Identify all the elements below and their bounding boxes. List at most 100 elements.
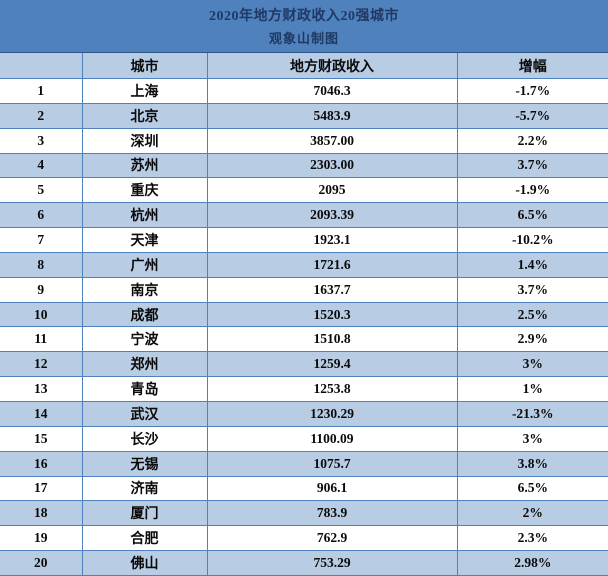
growth-cell: -1.7% <box>456 78 608 104</box>
table-row: 2 北京 5483.9 -5.7% <box>0 103 608 129</box>
table-row: 9 南京 1637.7 3.7% <box>0 277 608 303</box>
growth-cell: 2.5% <box>456 302 608 328</box>
table-row: 12 郑州 1259.4 3% <box>0 351 608 378</box>
growth-cell: 2.9% <box>456 326 608 353</box>
growth-cell: -1.9% <box>456 177 608 204</box>
rank-cell: 8 <box>0 252 82 278</box>
revenue-cell: 1075.7 <box>206 451 457 477</box>
revenue-cell: 2093.39 <box>206 202 457 229</box>
table-body: 1 上海 7046.3 -1.7% 2 北京 5483.9 -5.7% 3 深圳 3857.00 2.… <box>0 78 608 576</box>
revenue-cell: 1510.8 <box>206 326 457 353</box>
growth-cell: 2% <box>456 500 608 527</box>
city-cell: 苏州 <box>81 153 207 179</box>
growth-cell: 2.98% <box>456 550 608 576</box>
table-row: 7 天津 1923.1 -10.2% <box>0 227 608 253</box>
rank-cell: 7 <box>0 227 82 253</box>
growth-cell: 2.2% <box>456 128 608 154</box>
revenue-cell: 906.1 <box>206 476 457 502</box>
city-cell: 佛山 <box>81 550 207 576</box>
revenue-cell: 3857.00 <box>206 128 457 154</box>
city-cell: 无锡 <box>81 451 207 477</box>
rank-cell: 18 <box>0 500 82 527</box>
revenue-cell: 7046.3 <box>206 78 457 104</box>
revenue-cell: 5483.9 <box>206 103 457 129</box>
table-row: 10 成都 1520.3 2.5% <box>0 302 608 328</box>
revenue-cell: 2095 <box>206 177 457 204</box>
revenue-cell: 1637.7 <box>206 277 457 303</box>
revenue-cell: 1721.6 <box>206 252 457 278</box>
city-cell: 天津 <box>81 227 207 253</box>
city-cell: 深圳 <box>81 128 207 154</box>
table-row: 19 合肥 762.9 2.3% <box>0 525 608 552</box>
city-cell: 武汉 <box>81 401 207 427</box>
table-row: 1 上海 7046.3 -1.7% <box>0 78 608 104</box>
growth-cell: -10.2% <box>456 227 608 253</box>
city-cell: 济南 <box>81 476 207 502</box>
table-row: 15 长沙 1100.09 3% <box>0 426 608 452</box>
rank-cell: 13 <box>0 376 82 402</box>
growth-cell: -21.3% <box>456 401 608 427</box>
revenue-cell: 783.9 <box>206 500 457 527</box>
revenue-cell: 753.29 <box>206 550 457 576</box>
revenue-cell: 1520.3 <box>206 302 457 328</box>
rank-cell: 1 <box>0 78 82 104</box>
table-title: 2020年地方财政收入20强城市 <box>209 9 399 24</box>
growth-cell: -5.7% <box>456 103 608 129</box>
table-row: 8 广州 1721.6 1.4% <box>0 252 608 278</box>
growth-cell: 3% <box>456 426 608 452</box>
table-row: 6 杭州 2093.39 6.5% <box>0 202 608 229</box>
rank-cell: 14 <box>0 401 82 427</box>
city-cell: 成都 <box>81 302 207 328</box>
header-rank <box>0 53 82 79</box>
growth-cell: 3.7% <box>456 153 608 179</box>
table-row: 4 苏州 2303.00 3.7% <box>0 153 608 179</box>
revenue-cell: 1100.09 <box>206 426 457 452</box>
header-row: 城市 地方财政收入 增幅 <box>0 53 608 79</box>
header-revenue: 地方财政收入 <box>206 53 457 79</box>
rank-cell: 6 <box>0 202 82 229</box>
revenue-cell: 1259.4 <box>206 351 457 378</box>
revenue-cell: 2303.00 <box>206 153 457 179</box>
table-row: 5 重庆 2095 -1.9% <box>0 177 608 204</box>
table-row: 18 厦门 783.9 2% <box>0 500 608 527</box>
growth-cell: 2.3% <box>456 525 608 552</box>
rank-cell: 5 <box>0 177 82 204</box>
table-row: 13 青岛 1253.8 1% <box>0 376 608 402</box>
rank-cell: 2 <box>0 103 82 129</box>
rank-cell: 10 <box>0 302 82 328</box>
rank-cell: 20 <box>0 550 82 576</box>
table-row: 16 无锡 1075.7 3.8% <box>0 451 608 477</box>
table-row: 3 深圳 3857.00 2.2% <box>0 128 608 154</box>
city-cell: 南京 <box>81 277 207 303</box>
rank-cell: 12 <box>0 351 82 378</box>
table-row: 14 武汉 1230.29 -21.3% <box>0 401 608 427</box>
table-row: 17 济南 906.1 6.5% <box>0 476 608 502</box>
growth-cell: 3.8% <box>456 451 608 477</box>
growth-cell: 6.5% <box>456 476 608 502</box>
growth-cell: 1.4% <box>456 252 608 278</box>
city-cell: 厦门 <box>81 500 207 527</box>
table-title-banner: 2020年地方财政收入20强城市 观象山制图 <box>0 0 608 53</box>
growth-cell: 6.5% <box>456 202 608 229</box>
city-cell: 青岛 <box>81 376 207 402</box>
city-cell: 广州 <box>81 252 207 278</box>
rank-cell: 17 <box>0 476 82 502</box>
city-cell: 长沙 <box>81 426 207 452</box>
rank-cell: 15 <box>0 426 82 452</box>
header-city: 城市 <box>81 53 207 79</box>
rank-cell: 4 <box>0 153 82 179</box>
table-subtitle: 观象山制图 <box>268 31 339 46</box>
revenue-cell: 762.9 <box>206 525 457 552</box>
city-cell: 重庆 <box>81 177 207 204</box>
city-cell: 杭州 <box>81 202 207 229</box>
growth-cell: 3.7% <box>456 277 608 303</box>
rank-cell: 16 <box>0 451 82 477</box>
revenue-cell: 1230.29 <box>206 401 457 427</box>
rank-cell: 11 <box>0 326 82 353</box>
city-cell: 北京 <box>81 103 207 129</box>
revenue-cell: 1253.8 <box>206 376 457 402</box>
data-table: 城市 地方财政收入 增幅 1 上海 7046.3 -1.7% 2 北京 5483.9 -5.7… <box>0 53 608 576</box>
city-cell: 郑州 <box>81 351 207 378</box>
header-growth: 增幅 <box>456 53 608 79</box>
